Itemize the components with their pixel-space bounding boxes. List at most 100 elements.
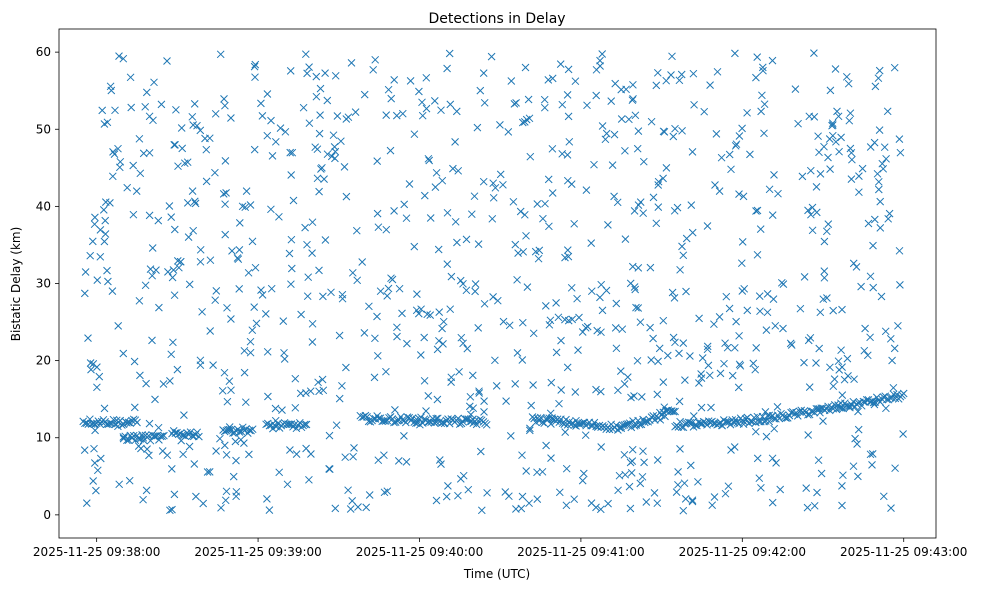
scatter-point <box>386 146 395 155</box>
scatter-point <box>826 363 834 372</box>
scatter-point <box>812 183 821 191</box>
scatter-point <box>751 427 760 436</box>
scatter-point <box>565 137 574 146</box>
scatter-point <box>849 462 858 471</box>
scatter-point <box>263 495 271 503</box>
scatter-point <box>489 293 497 301</box>
scatter-point <box>331 504 340 513</box>
scatter-point <box>80 289 89 298</box>
scatter-point <box>281 127 290 136</box>
scatter-point <box>675 76 684 85</box>
scatter-point <box>669 132 678 141</box>
scatter-point <box>337 137 345 146</box>
scatter-point <box>321 236 330 244</box>
scatter-point <box>527 401 536 410</box>
scatter-point <box>338 381 346 390</box>
scatter-point <box>420 191 429 200</box>
scatter-point <box>342 115 351 123</box>
scatter-point <box>752 73 760 82</box>
scatter-point <box>423 310 432 319</box>
scatter-point <box>246 348 255 357</box>
scatter-point <box>728 371 737 380</box>
scatter-point <box>819 417 827 425</box>
scatter-point <box>519 247 528 256</box>
scatter-point <box>669 333 678 342</box>
scatter-point <box>820 237 829 246</box>
x-tick-label: 2025-11-25 09:38:00 <box>33 545 160 559</box>
scatter-point <box>640 458 648 467</box>
scatter-point <box>305 63 313 71</box>
scatter-point <box>406 77 415 85</box>
scatter-point <box>483 488 491 497</box>
scatter-point <box>529 381 537 389</box>
scatter-point <box>869 398 878 407</box>
scatter-point <box>422 73 431 82</box>
scatter-point <box>787 341 796 349</box>
scatter-point <box>384 85 393 94</box>
scatter-point <box>634 127 643 135</box>
scatter-point <box>716 369 725 378</box>
scatter-point <box>325 465 333 473</box>
scatter-point <box>453 238 461 247</box>
scatter-point <box>533 495 542 503</box>
scatter-point <box>654 177 663 186</box>
scatter-point <box>555 399 563 408</box>
scatter-point <box>291 403 300 412</box>
scatter-point <box>405 180 414 188</box>
scatter-point <box>496 170 505 179</box>
scatter-point <box>659 174 667 183</box>
scatter-point <box>302 420 311 429</box>
scatter-point <box>218 386 227 395</box>
scatter-point <box>814 132 822 141</box>
scatter-point <box>315 187 323 196</box>
scatter-point <box>100 237 109 246</box>
scatter-point <box>607 97 616 105</box>
scatter-point <box>653 390 662 399</box>
scatter-point <box>335 331 344 340</box>
scatter-point <box>353 276 362 285</box>
scatter-point <box>347 59 356 67</box>
scatter-point <box>235 285 244 293</box>
scatter-point <box>301 50 310 59</box>
scatter-point <box>189 226 198 235</box>
scatter-point <box>286 446 294 454</box>
scatter-point <box>690 100 698 109</box>
scatter-point <box>263 347 272 356</box>
scatter-point <box>199 499 208 508</box>
scatter-point <box>227 315 235 323</box>
scatter-point <box>287 280 295 289</box>
scatter-point <box>866 143 875 151</box>
scatter-point <box>380 488 389 497</box>
scatter-point <box>303 240 311 249</box>
scatter-point <box>562 464 571 473</box>
scatter-point <box>108 172 117 181</box>
scatter-point <box>556 60 565 68</box>
scatter-point <box>777 278 786 287</box>
scatter-point <box>708 501 717 510</box>
scatter-point <box>523 283 532 291</box>
scatter-point <box>598 122 607 130</box>
scatter-point <box>717 153 726 162</box>
scatter-point <box>808 203 817 212</box>
scatter-point <box>881 327 890 336</box>
scatter-point <box>796 304 805 313</box>
scatter-point <box>760 129 768 138</box>
scatter-point <box>592 385 600 394</box>
scatter-point <box>886 334 895 343</box>
scatter-point <box>828 119 837 128</box>
scatter-point <box>682 287 690 296</box>
scatter-point <box>587 499 596 507</box>
scatter-point <box>444 482 452 490</box>
scatter-point <box>521 63 530 72</box>
scatter-point <box>438 324 446 333</box>
scatter-point <box>639 209 648 218</box>
scatter-point <box>597 443 606 451</box>
scatter-point <box>304 273 313 282</box>
scatter-point <box>688 228 697 237</box>
scatter-point <box>808 226 817 235</box>
scatter-point <box>710 493 719 501</box>
scatter-point <box>410 242 419 251</box>
scatter-point <box>731 141 740 150</box>
scatter-point <box>652 81 661 90</box>
scatter-point <box>127 103 136 112</box>
